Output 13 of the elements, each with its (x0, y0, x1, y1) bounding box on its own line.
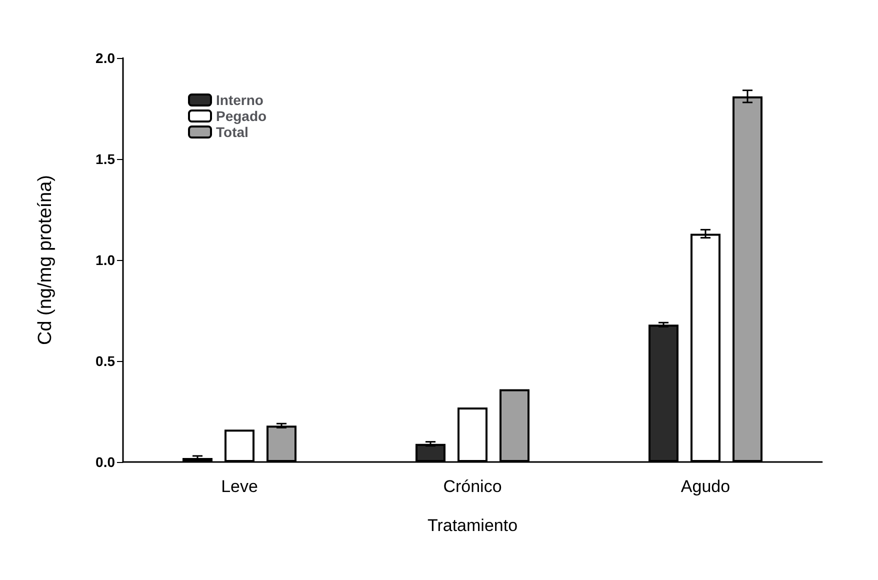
legend-label: Pegado (216, 108, 267, 124)
y-axis-title: Cd (ng/mg proteína) (35, 174, 56, 346)
y-tick-label: 1.5 (96, 151, 116, 167)
legend-label: Total (216, 124, 248, 140)
x-axis-title: Tratamiento (427, 516, 518, 535)
y-tick-label: 0.0 (96, 454, 116, 470)
y-tick-label: 2.0 (96, 50, 116, 66)
x-tick-label: Leve (221, 477, 258, 496)
x-tick-label: Agudo (680, 477, 730, 496)
x-tick-label: Crónico (443, 477, 502, 496)
y-tick-label: 1.0 (96, 252, 116, 268)
y-tick-label: 0.5 (96, 353, 116, 369)
legend-label: Interno (216, 92, 264, 108)
